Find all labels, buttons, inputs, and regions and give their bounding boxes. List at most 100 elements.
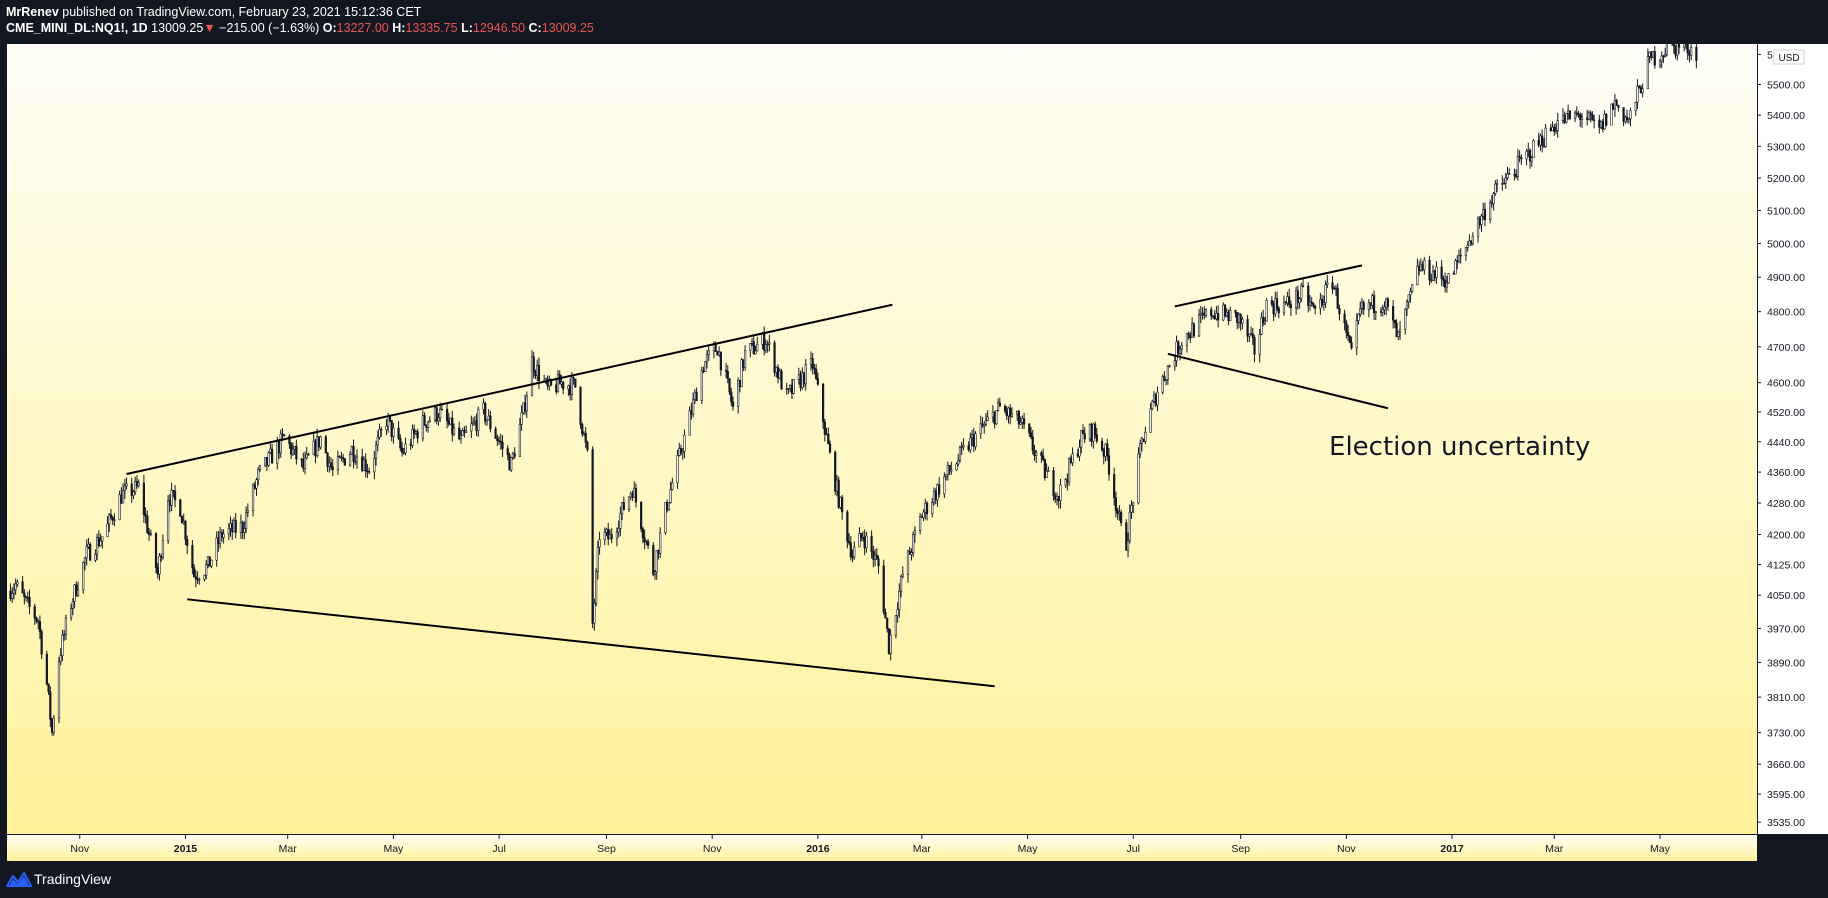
candle [925,501,929,521]
candle [593,598,596,631]
candle [1445,276,1448,293]
symbol-name[interactable]: CME_MINI_DL:NQ1!, 1D [6,21,148,35]
candle [1149,402,1152,433]
candle [1178,345,1182,361]
candle [1282,295,1286,316]
candle [865,531,868,553]
candle [591,446,594,629]
candle [1492,191,1495,211]
price-tick-label: 3890.00 [1767,657,1805,669]
candle [1128,504,1131,544]
candle [1393,319,1396,329]
candle [1300,282,1303,302]
trendline[interactable] [126,303,893,475]
candle [1275,291,1279,312]
trendline[interactable] [187,598,995,688]
candle [998,397,1001,407]
candle [1130,500,1133,519]
price-axis[interactable] [1757,44,1828,834]
candle [1009,404,1012,425]
candle [1575,106,1578,117]
candle [705,350,709,369]
candle [465,425,468,433]
candle [671,477,674,491]
candle [1362,300,1365,315]
author-name[interactable]: MrRenev [6,5,59,19]
price-tick-label: 4600.00 [1767,378,1805,390]
candle [70,603,73,621]
candle [392,422,395,444]
candle [198,577,201,585]
candle [400,441,404,457]
candle [47,683,50,695]
candle [646,538,650,550]
candle [1476,216,1480,243]
candle [385,419,388,436]
candle [815,364,818,381]
tradingview-brand[interactable]: TradingView [34,871,112,887]
candle [1651,50,1655,58]
time-tick-label: Nov [1337,843,1356,855]
candle [1520,154,1523,165]
candle [283,434,286,437]
candle [1617,104,1620,112]
candle [943,472,946,498]
candle [76,581,80,598]
candle [664,502,667,535]
candle [643,529,646,550]
price-chart[interactable]: Election uncertainty 5600.005500.005400.… [0,44,1828,861]
price-tick-label: 5000.00 [1767,239,1805,251]
candle [1100,437,1104,452]
candle [1312,302,1315,309]
candle [724,362,728,379]
candle [1031,430,1034,455]
trendline[interactable] [1174,264,1363,308]
annotation-election-uncertainty[interactable]: Election uncertainty [1329,432,1590,462]
time-tick-label: Nov [703,843,722,855]
candle [251,482,255,517]
candle [1022,412,1026,430]
time-tick-label: Mar [279,843,298,855]
candle [974,431,977,451]
candle [1544,123,1547,148]
candle [1345,319,1348,339]
candle [173,485,177,508]
candle [378,423,381,440]
candle [858,527,861,548]
time-tick-label: May [383,843,404,855]
trendline[interactable] [1167,352,1389,410]
candle [496,434,499,446]
candle [780,369,783,390]
price-tick-label: 4440.00 [1767,437,1805,449]
candle [186,535,189,554]
candle [1591,111,1594,121]
candle [1423,256,1426,275]
tradingview-logo-icon[interactable] [6,870,32,888]
candle [1392,300,1395,329]
candle [532,351,535,379]
candle [1627,117,1630,124]
candle [1530,155,1533,167]
candle [1173,354,1176,371]
candle [1442,275,1445,287]
time-tick-label: May [1018,843,1039,855]
candle [1246,314,1249,343]
candle [1447,272,1450,284]
candle [1677,44,1681,55]
candle [1156,386,1159,412]
candle [64,614,68,641]
candle [399,434,402,452]
candle [1407,294,1410,309]
candle [1495,179,1499,192]
candle [52,714,55,736]
candle [730,387,733,407]
candle [1003,404,1007,414]
candle [922,509,925,522]
candle [811,352,814,375]
candle [210,559,213,569]
candle [595,568,598,607]
low-label: L: [461,21,473,35]
candle [470,415,473,439]
candle [191,540,194,575]
candle [683,429,686,459]
